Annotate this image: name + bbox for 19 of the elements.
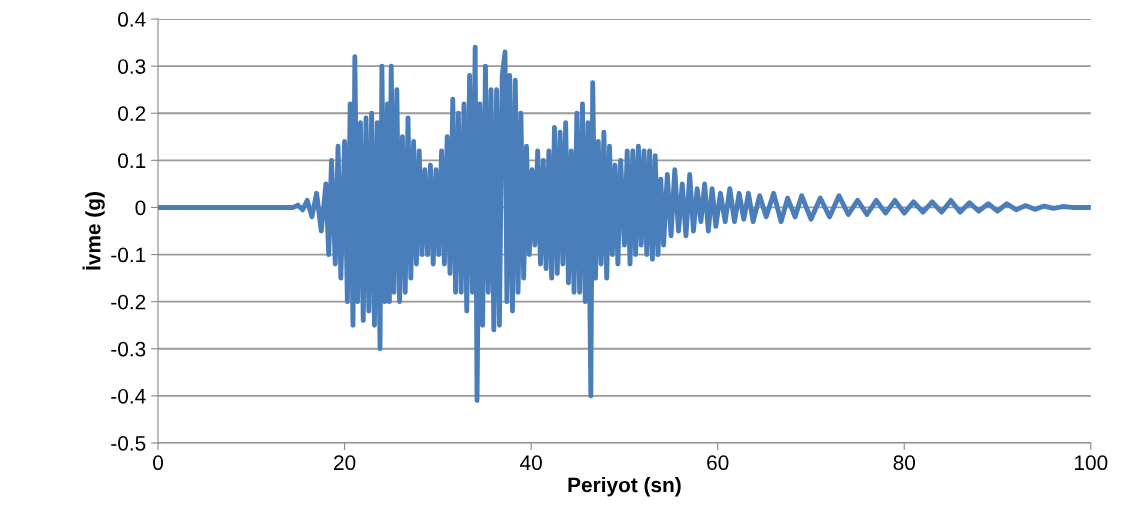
y-tick-label: -0.3 xyxy=(111,341,146,357)
y-tick-label: 0.3 xyxy=(118,59,146,74)
x-axis-title: Periyot (sn) xyxy=(568,476,681,497)
y-tick-label: -0.1 xyxy=(111,247,146,263)
y-tick-label: 0.4 xyxy=(118,12,146,27)
y-tick-label: 0.1 xyxy=(118,153,146,169)
x-tick-label: 80 xyxy=(893,455,916,471)
line-series xyxy=(158,44,1091,404)
x-tick-label: 40 xyxy=(520,455,542,471)
x-tick-label: 60 xyxy=(707,455,729,471)
x-tick-label: 0 xyxy=(153,455,164,471)
x-tick-label: 100 xyxy=(1075,455,1108,471)
y-tick-label: -0.5 xyxy=(111,435,146,451)
y-tick-label: -0.2 xyxy=(111,294,146,310)
y-axis-title: İvme (g) xyxy=(82,192,105,270)
x-tick-label: 20 xyxy=(334,455,356,471)
y-tick-label: 0.2 xyxy=(118,106,146,121)
y-tick-label: 0 xyxy=(135,200,146,216)
y-tick-label: -0.4 xyxy=(111,388,146,404)
